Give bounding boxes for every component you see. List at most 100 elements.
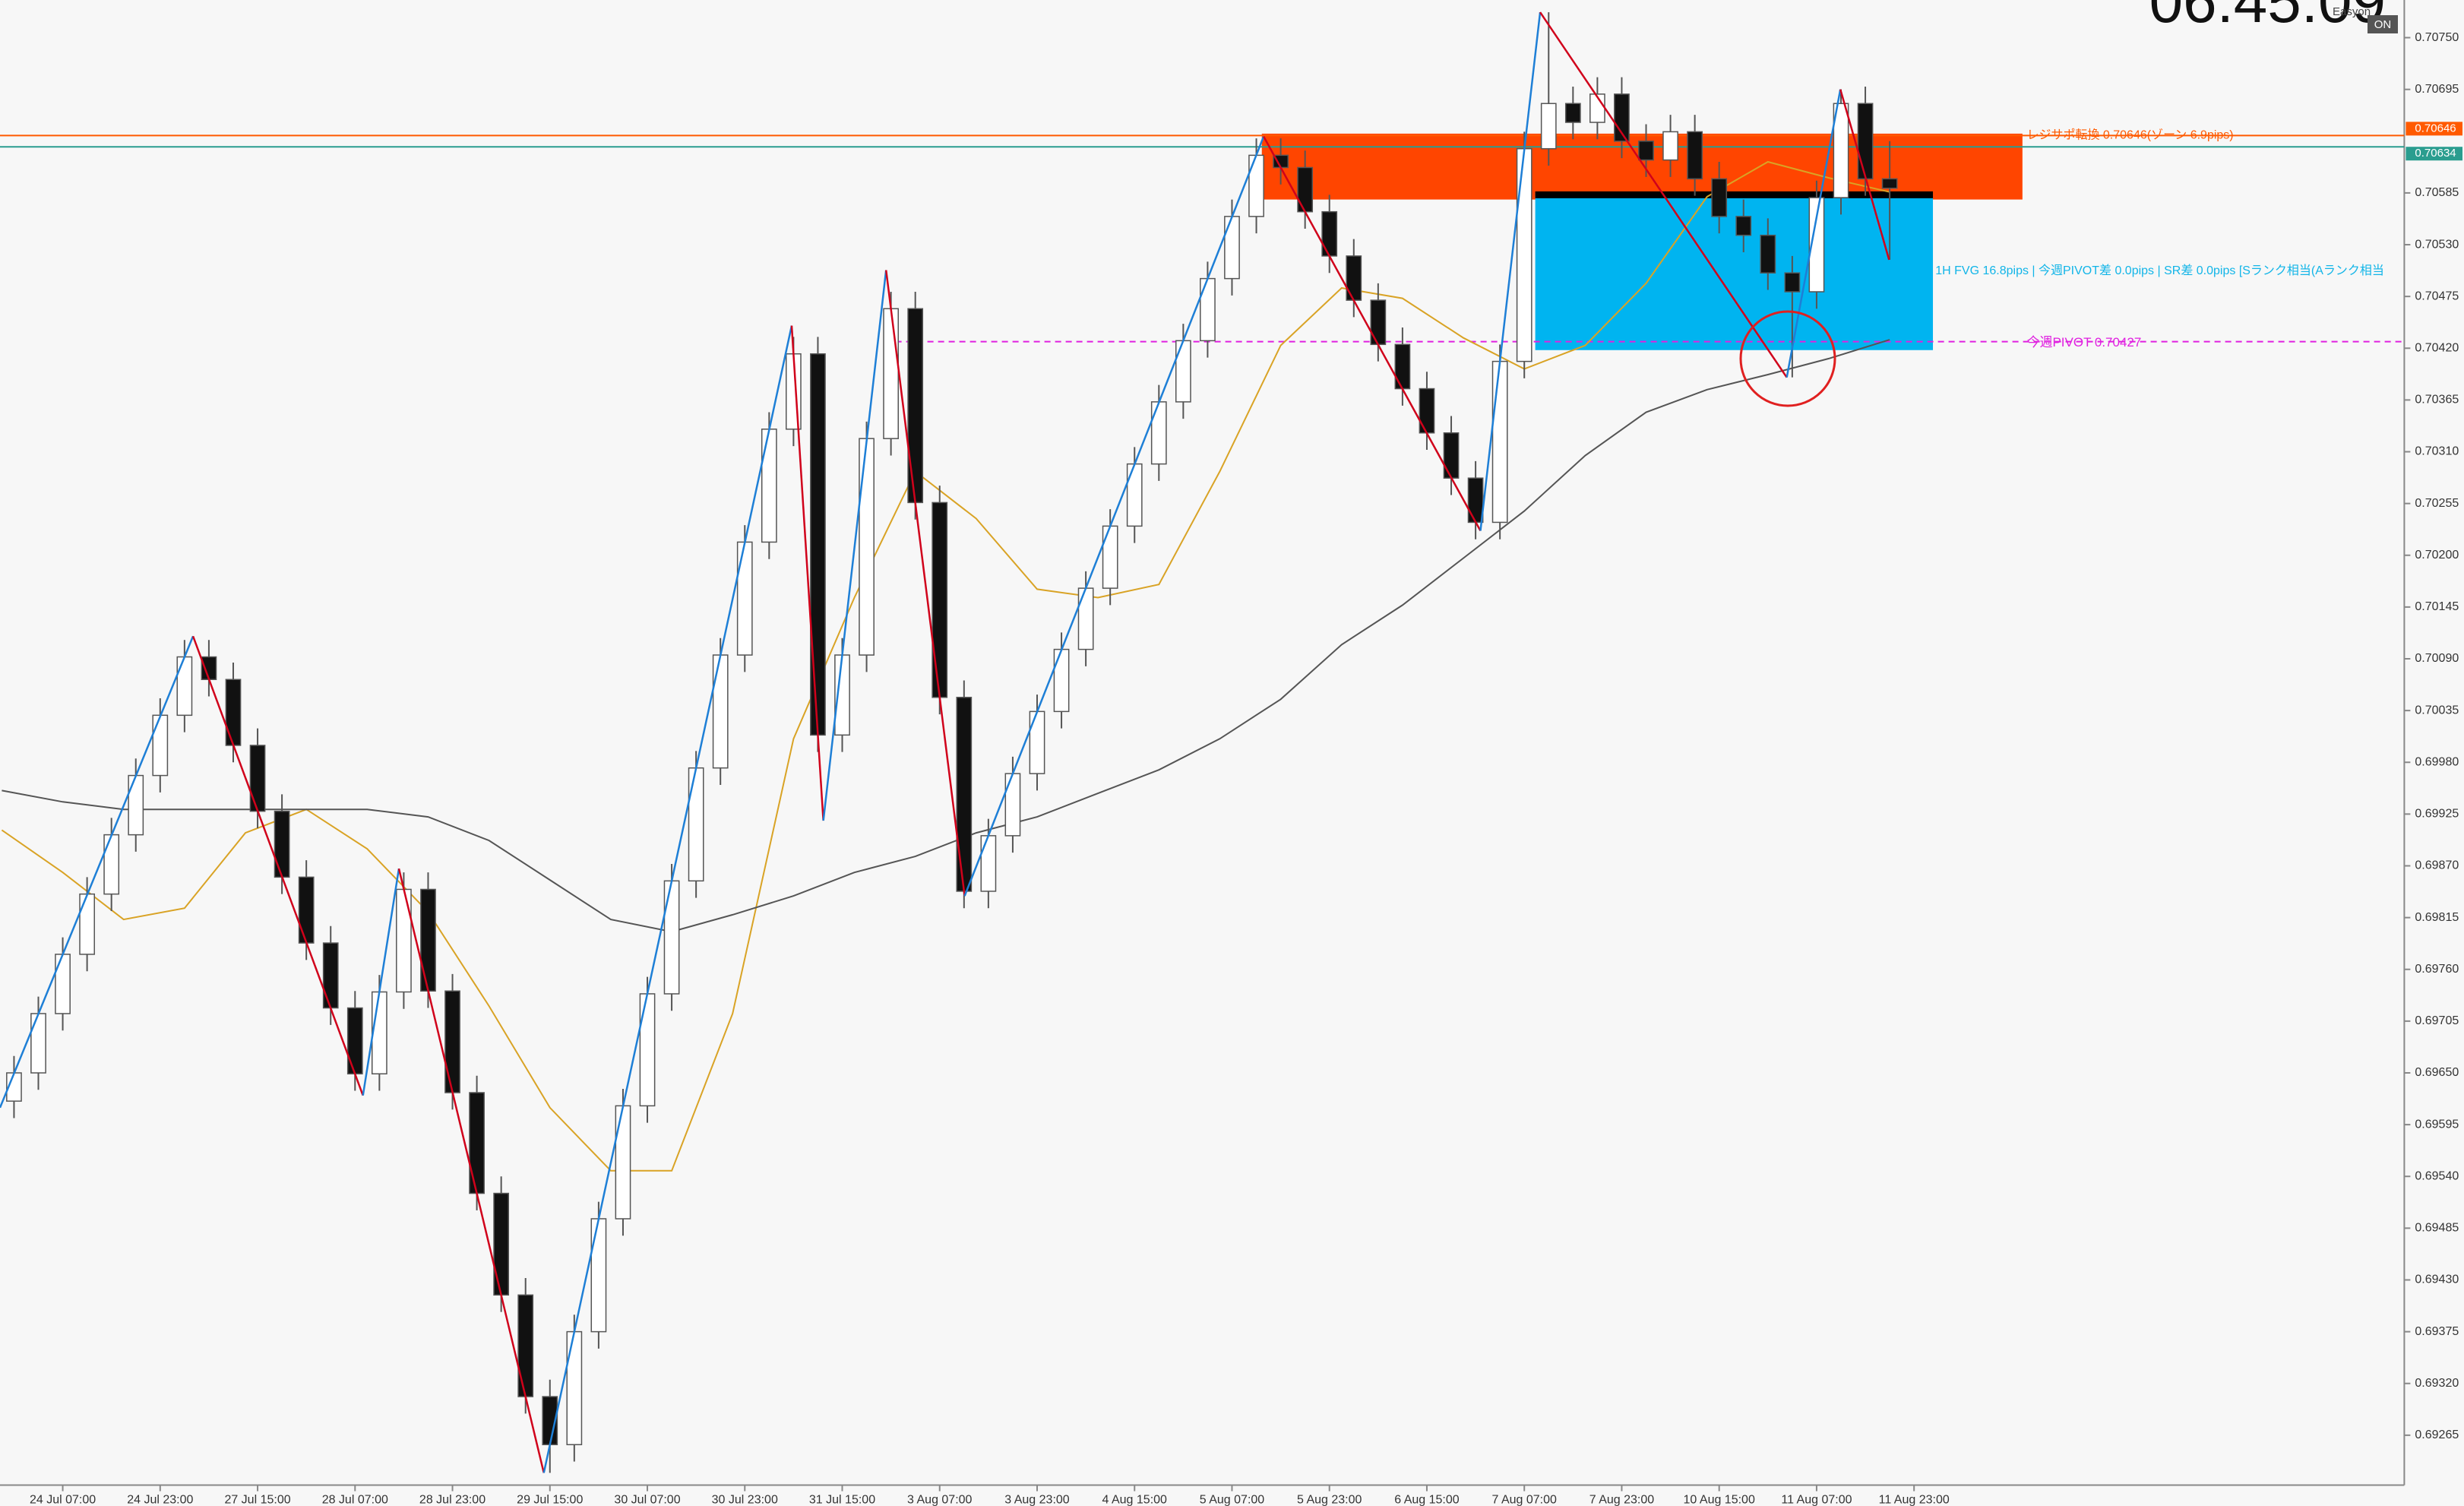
zigzag-segment xyxy=(397,868,545,1473)
x-tick-label: 7 Aug 23:00 xyxy=(1589,1494,1655,1506)
candle-body xyxy=(956,697,973,892)
candle-body xyxy=(176,656,193,717)
candle-body xyxy=(1881,178,1898,189)
candle-body xyxy=(1053,648,1070,713)
candle-body xyxy=(30,1013,46,1074)
y-tick-label: 0.70200 xyxy=(2415,549,2459,562)
candle-body xyxy=(1638,141,1654,161)
candle-body xyxy=(1297,166,1314,213)
candle-body xyxy=(103,834,120,895)
price-label-bg xyxy=(2405,147,2462,161)
candle-body xyxy=(761,429,777,543)
y-tick-label: 0.70420 xyxy=(2415,341,2459,354)
candle-body xyxy=(663,880,680,995)
candle-body xyxy=(444,990,460,1093)
candle-body xyxy=(493,1192,510,1296)
candle-body xyxy=(1662,131,1678,161)
pivot-label: 今週PIVOT 0.70427 xyxy=(2026,335,2141,350)
x-tick-label: 5 Aug 07:00 xyxy=(1200,1494,1265,1506)
candle-body xyxy=(152,714,169,777)
x-tick-label: 27 Jul 15:00 xyxy=(224,1494,290,1506)
candle-body xyxy=(1833,103,1849,198)
y-tick-label: 0.69540 xyxy=(2415,1169,2459,1182)
candle-body xyxy=(859,438,875,656)
y-tick-label: 0.69980 xyxy=(2415,755,2459,768)
y-tick-label: 0.70750 xyxy=(2415,31,2459,44)
x-tick-label: 30 Jul 07:00 xyxy=(614,1494,680,1506)
candle-body xyxy=(225,679,242,746)
candle-body xyxy=(1321,210,1338,257)
highlight-circle xyxy=(1739,310,1836,407)
candle-body xyxy=(1491,360,1508,524)
x-tick-label: 30 Jul 23:00 xyxy=(712,1494,778,1506)
candle-body xyxy=(1443,432,1460,479)
y-tick-label: 0.69320 xyxy=(2415,1377,2459,1390)
x-tick-label: 10 Aug 15:00 xyxy=(1684,1494,1755,1506)
candle-body xyxy=(1175,340,1191,403)
on-button-label[interactable]: ON xyxy=(2374,18,2392,31)
zigzag-segment xyxy=(1539,11,1788,378)
x-tick-label: 24 Jul 07:00 xyxy=(30,1494,96,1506)
x-tick-label: 29 Jul 15:00 xyxy=(517,1494,583,1506)
x-tick-label: 4 Aug 15:00 xyxy=(1102,1494,1168,1506)
candle-body xyxy=(688,767,704,882)
x-tick-label: 5 Aug 23:00 xyxy=(1297,1494,1362,1506)
candle-body xyxy=(55,954,71,1014)
y-tick-label: 0.70255 xyxy=(2415,497,2459,510)
candle-body xyxy=(249,745,266,812)
y-tick-label: 0.69760 xyxy=(2415,963,2459,976)
moving-average xyxy=(2,339,1890,933)
candle-body xyxy=(1150,401,1167,465)
candle-body xyxy=(810,353,826,736)
candle-body xyxy=(1760,234,1776,274)
zigzag-segment xyxy=(191,635,364,1096)
y-tick-label: 0.69925 xyxy=(2415,808,2459,821)
candle-body xyxy=(1200,277,1216,342)
on-button[interactable] xyxy=(2368,15,2398,33)
candle-body xyxy=(1540,103,1557,150)
x-tick-label: 28 Jul 07:00 xyxy=(322,1494,388,1506)
y-tick-label: 0.70585 xyxy=(2415,186,2459,199)
price-label-bg xyxy=(2405,122,2462,136)
candle-body xyxy=(469,1092,485,1194)
x-tick-label: 24 Jul 23:00 xyxy=(127,1494,193,1506)
y-tick-label: 0.69595 xyxy=(2415,1118,2459,1131)
candle-body xyxy=(1784,272,1801,293)
x-tick-label: 11 Aug 23:00 xyxy=(1879,1494,1950,1506)
zigzag-segment xyxy=(1479,11,1542,531)
y-tick-label: 0.69815 xyxy=(2415,911,2459,924)
x-tick-label: 3 Aug 07:00 xyxy=(907,1494,973,1506)
annotation: レジサポ転換 0.70646(ゾーン 6.9pips) xyxy=(2026,128,2233,142)
candle-body xyxy=(590,1218,607,1333)
candle-body xyxy=(298,876,315,944)
y-tick-label: 0.70035 xyxy=(2415,704,2459,717)
moving-average xyxy=(1,160,1890,1172)
candle-body xyxy=(980,835,997,892)
candle-body xyxy=(639,993,656,1107)
candle-body xyxy=(1346,255,1362,301)
candle-body xyxy=(1126,463,1143,527)
x-tick-label: 31 Jul 15:00 xyxy=(809,1494,875,1506)
y-tick-label: 0.69485 xyxy=(2415,1222,2459,1235)
zigzag-segment xyxy=(884,270,966,897)
candle-body xyxy=(1467,477,1484,524)
x-tick-label: 6 Aug 15:00 xyxy=(1394,1494,1460,1506)
candle-body xyxy=(322,942,339,1009)
x-tick-label: 28 Jul 23:00 xyxy=(419,1494,486,1506)
zigzag-segment xyxy=(963,136,1265,897)
candle-body xyxy=(1224,216,1240,280)
candle-body xyxy=(1248,154,1264,217)
candle-body xyxy=(79,893,95,955)
y-tick-label: 0.70365 xyxy=(2415,394,2459,407)
candle-body xyxy=(615,1105,631,1220)
zigzag-segment xyxy=(1839,89,1890,261)
candle-body xyxy=(1711,178,1728,217)
candle-body xyxy=(128,774,144,836)
candle-body xyxy=(201,656,217,681)
y-tick-label: 0.70310 xyxy=(2415,445,2459,458)
y-tick-label: 0.70695 xyxy=(2415,83,2459,96)
candle-body xyxy=(274,810,290,878)
candle-body xyxy=(907,308,924,504)
